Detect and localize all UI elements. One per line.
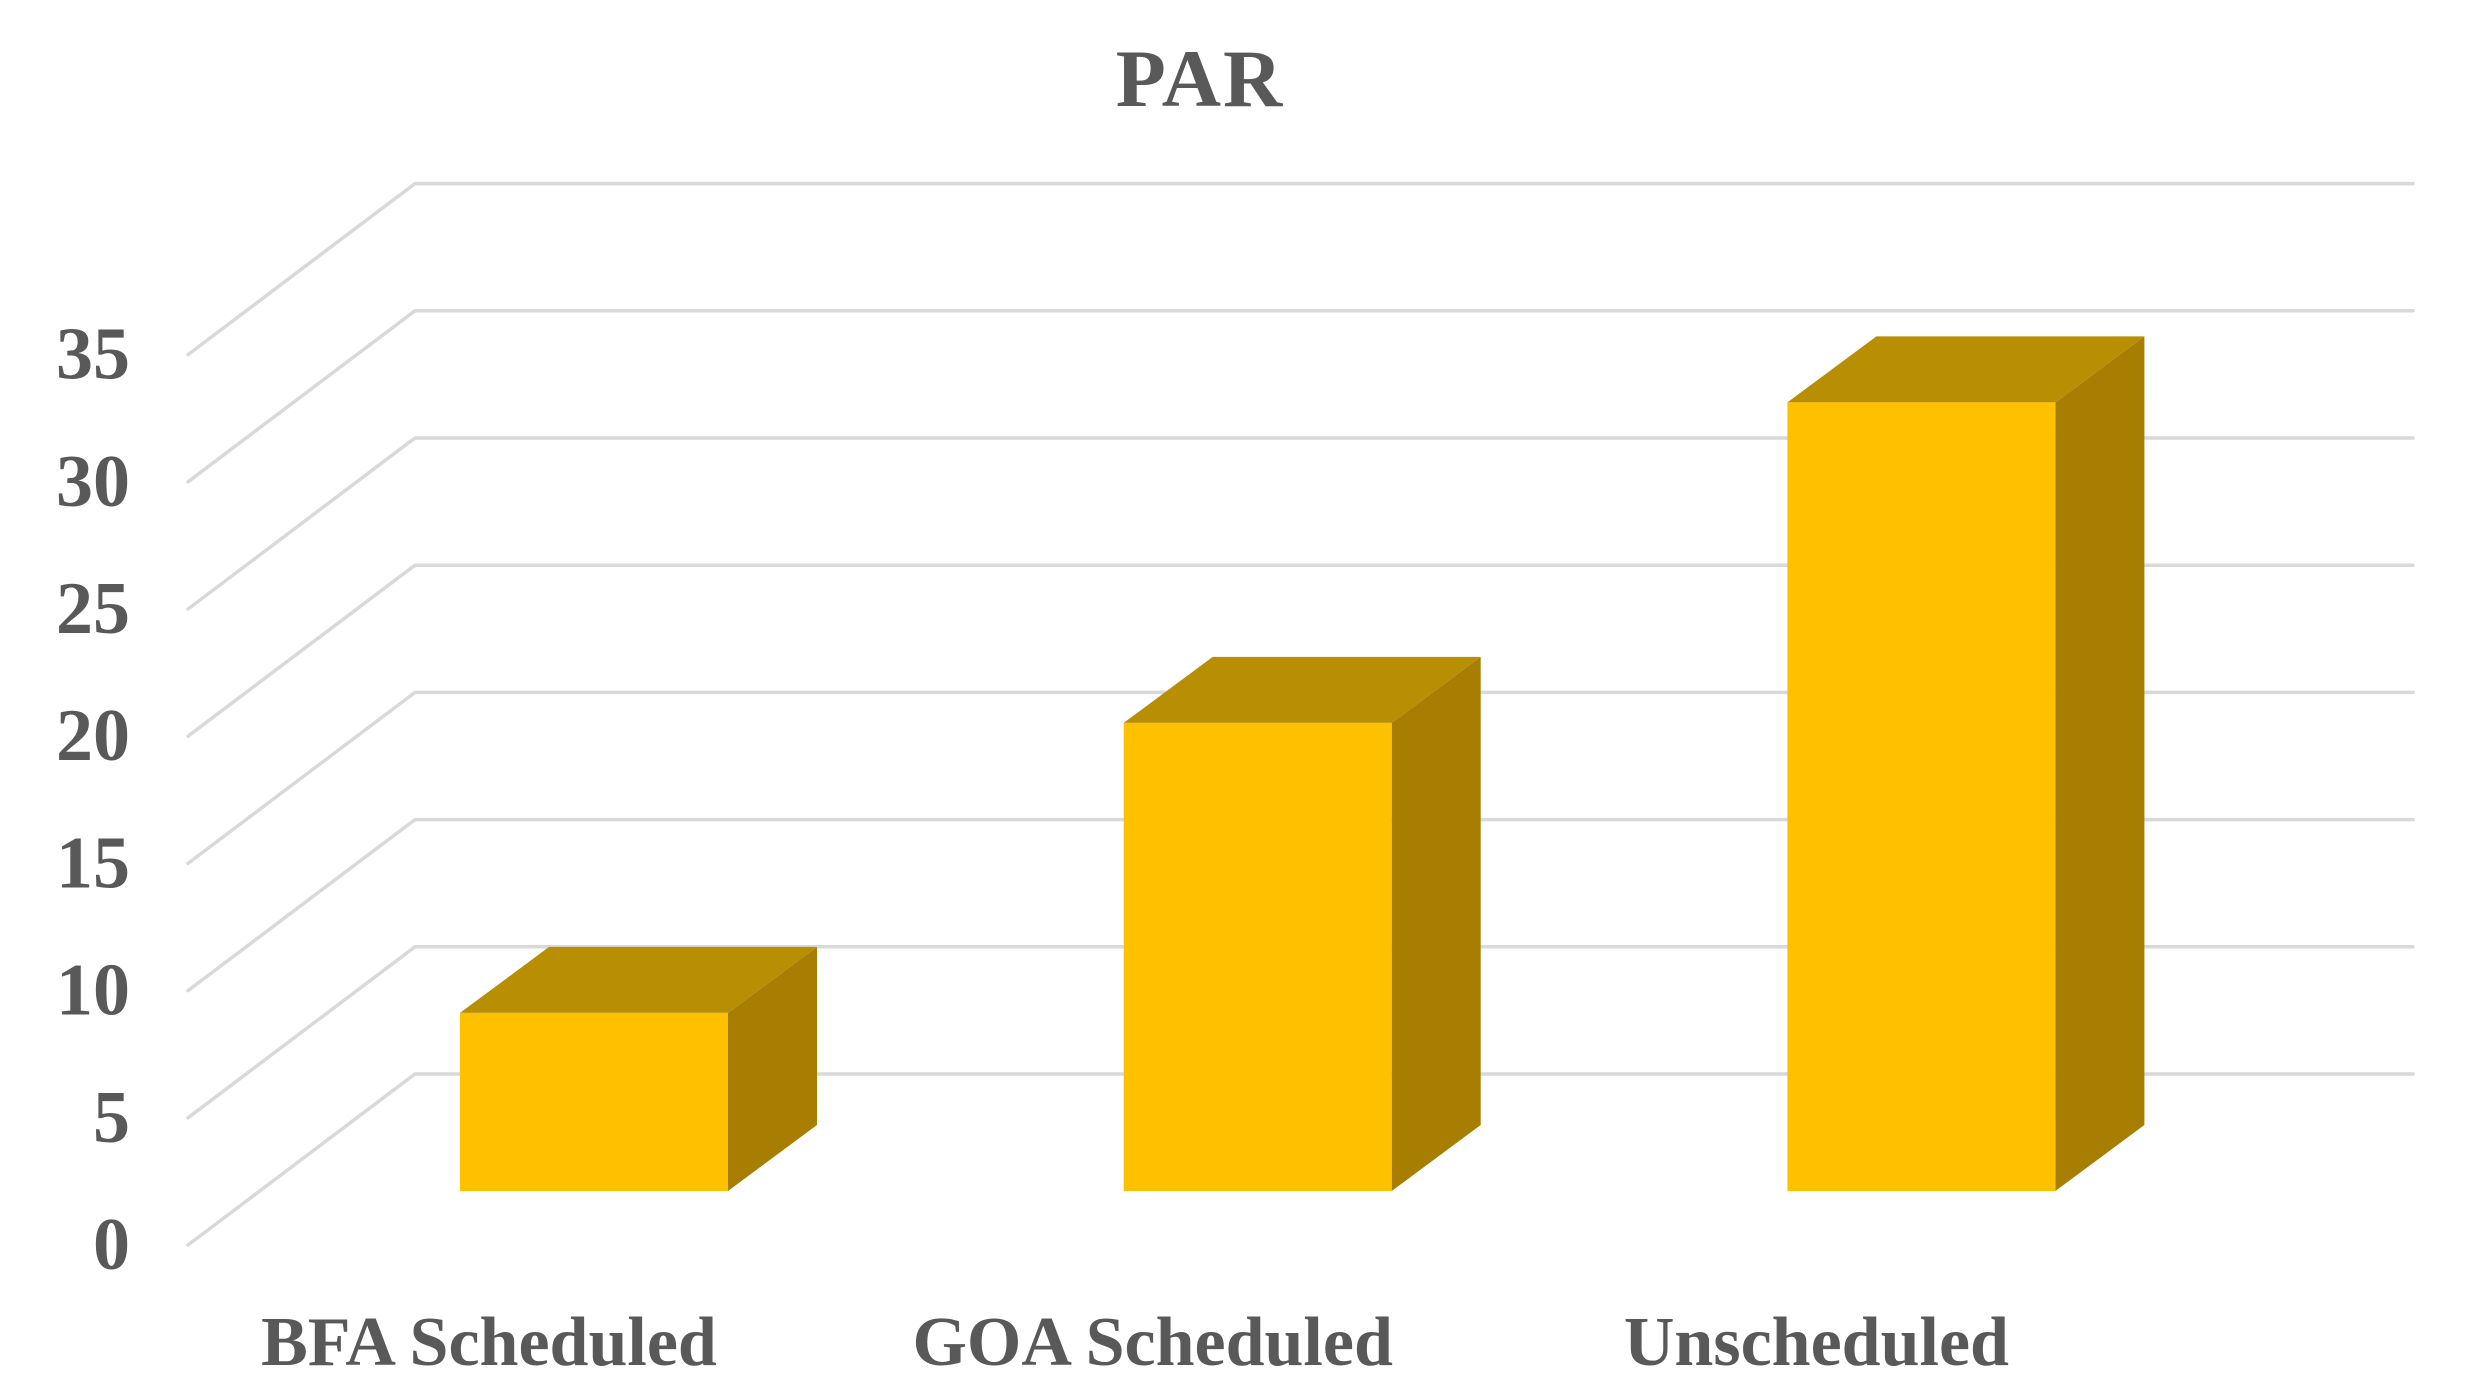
y-axis-tick-label: 30: [56, 441, 130, 523]
x-axis-category-label: BFA Scheduled: [261, 1304, 717, 1381]
chart-title: PAR: [1115, 33, 1285, 124]
x-axis-category-label: GOA Scheduled: [912, 1304, 1392, 1381]
bar-top-face: [1123, 656, 1481, 723]
gridline: [186, 817, 2415, 993]
gridline: [186, 309, 2415, 484]
gridline: [186, 436, 2415, 611]
y-axis-tick-label: 25: [56, 568, 130, 650]
bar-top-face: [1787, 336, 2145, 403]
bar-goa-scheduled: [1123, 656, 1481, 1191]
y-axis-tick-label: 15: [56, 822, 130, 904]
bar-side-face: [1391, 656, 1481, 1191]
gridline: [186, 1072, 2415, 1247]
gridline: [186, 945, 2415, 1120]
y-axis-tick-label: 20: [56, 695, 130, 777]
y-axis-tick-label: 0: [93, 1204, 130, 1286]
bar-front-face: [1123, 722, 1392, 1191]
gridline: [186, 181, 2415, 357]
gridline: [186, 690, 2415, 866]
bar-bfa-scheduled: [460, 946, 817, 1191]
y-axis-tick-label: 10: [56, 950, 130, 1032]
x-axis-category-label: Unscheduled: [1624, 1304, 2009, 1381]
y-axis-tick-label: 5: [93, 1077, 130, 1159]
bar-front-face: [460, 1012, 728, 1191]
bar-side-face: [2055, 336, 2145, 1191]
gridline: [186, 563, 2415, 738]
bar-front-face: [1787, 402, 2056, 1191]
bar-unscheduled: [1787, 336, 2145, 1191]
bar-top-face: [460, 946, 817, 1013]
bar-side-face: [728, 946, 817, 1191]
y-axis-tick-label: 35: [56, 314, 130, 396]
